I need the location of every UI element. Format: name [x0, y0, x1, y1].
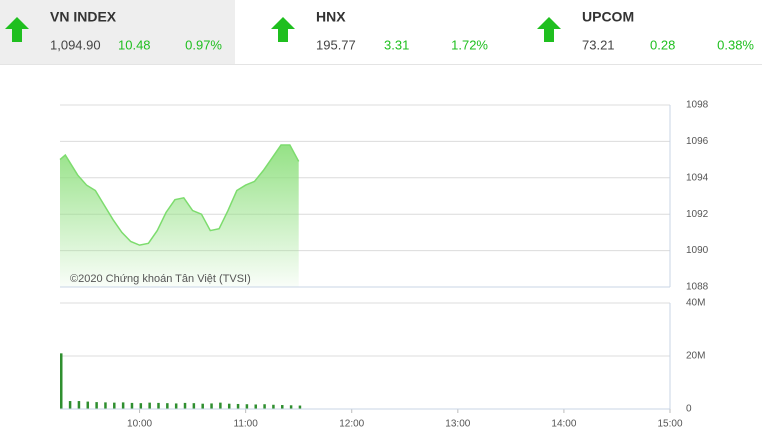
x-tick-label: 13:00 [445, 419, 470, 430]
x-tick-label: 10:00 [127, 419, 152, 430]
index-change: 3.31 [384, 37, 409, 52]
volume-bar [263, 404, 266, 409]
index-name: UPCOM [582, 9, 634, 25]
y-tick-label: 1096 [686, 136, 709, 147]
volume-bar [236, 403, 240, 409]
y-tick-label: 1098 [686, 100, 709, 111]
volume-bar [130, 402, 134, 409]
volume-bar [183, 402, 187, 409]
y-tick-label: 20M [686, 351, 705, 362]
up-arrow [537, 17, 561, 42]
y-tick-label: 1088 [686, 282, 709, 293]
y-tick-label: 0 [686, 404, 692, 415]
volume-bar [174, 403, 178, 409]
index-change: 0.28 [650, 37, 675, 52]
volume-bar [281, 405, 284, 409]
volume-bar [219, 402, 222, 409]
index-name: VN INDEX [50, 9, 117, 25]
volume-bar [139, 403, 143, 409]
volume-bar [210, 403, 213, 409]
volume-bar [227, 403, 231, 409]
x-tick-label: 14:00 [551, 419, 576, 430]
y-tick-label: 1092 [686, 209, 709, 220]
volume-bar [245, 404, 249, 409]
volume-bar [192, 403, 196, 409]
volume-bar [68, 401, 72, 409]
y-tick-label: 1090 [686, 245, 709, 256]
volume-bar [121, 402, 125, 409]
annotation: ©2020 Chứng khoán Tân Việt (TVSI) [70, 273, 251, 285]
volume-bar [166, 403, 169, 409]
volume-bar [148, 402, 151, 409]
volume-bar [77, 401, 81, 409]
area-fill [60, 145, 299, 287]
index-percent: 1.72% [451, 37, 488, 52]
x-tick-label: 12:00 [339, 419, 364, 430]
volume-bar [113, 402, 116, 409]
up-arrow [271, 17, 295, 42]
x-tick-label: 11:00 [234, 419, 259, 430]
up-arrow [5, 17, 29, 42]
active-tab [0, 0, 235, 64]
volume-bar [298, 405, 302, 409]
volume-bar [86, 401, 90, 409]
volume-bar [254, 404, 257, 409]
y-tick-label: 40M [686, 298, 705, 309]
index-percent: 0.97% [185, 37, 222, 52]
x-tick-label: 15:00 [657, 419, 682, 430]
index-change: 10.48 [118, 37, 151, 52]
index-name: HNX [316, 9, 346, 25]
volume-bar [272, 404, 275, 409]
volume-bar [95, 402, 98, 409]
index-value: 1,094.90 [50, 37, 101, 52]
price-line [59, 144, 300, 246]
index-value: 195.77 [316, 37, 356, 52]
index-value: 73.21 [582, 37, 615, 52]
index-percent: 0.38% [717, 37, 754, 52]
volume-bar [289, 405, 293, 409]
volume-bar [157, 402, 160, 409]
volume-bar [104, 402, 107, 409]
y-tick-label: 1094 [686, 172, 709, 183]
volume-bar [60, 353, 63, 409]
volume-bar [201, 403, 204, 409]
